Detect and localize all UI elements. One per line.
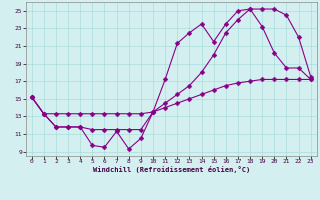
X-axis label: Windchill (Refroidissement éolien,°C): Windchill (Refroidissement éolien,°C) [92, 166, 250, 173]
